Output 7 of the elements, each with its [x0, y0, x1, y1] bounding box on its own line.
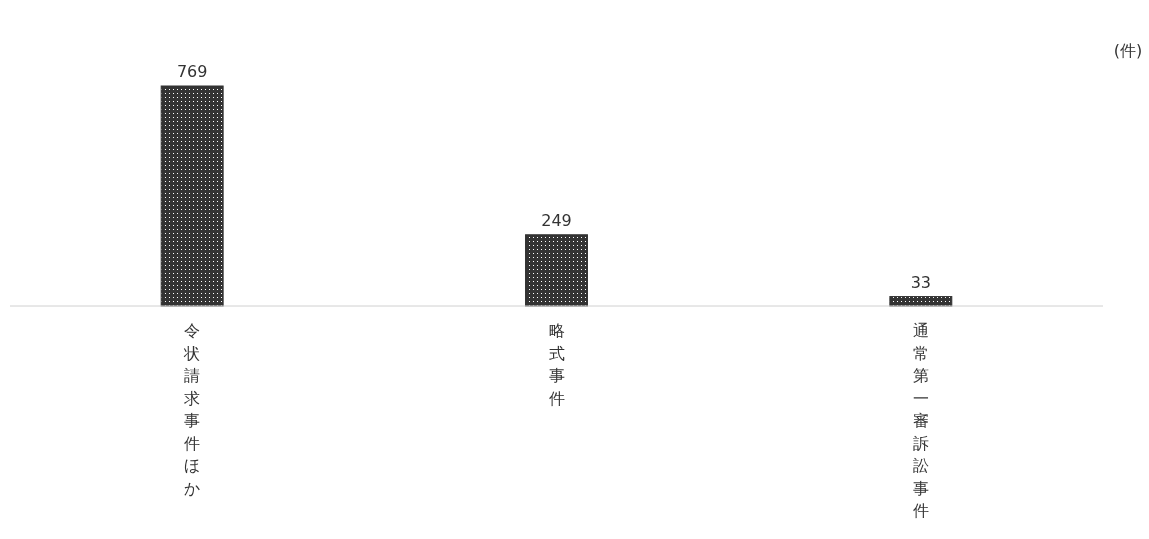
x-tick-label: 令状請求事件ほか [183, 321, 201, 498]
y-axis-title: (件) [1113, 41, 1143, 60]
data-label: 249 [541, 210, 572, 230]
data-label: 33 [910, 272, 932, 292]
data-label: 769 [176, 62, 208, 81]
x-tick-label: 略式事件 [548, 321, 565, 408]
category-label: 通常第一審訴訟事件 [912, 321, 929, 520]
